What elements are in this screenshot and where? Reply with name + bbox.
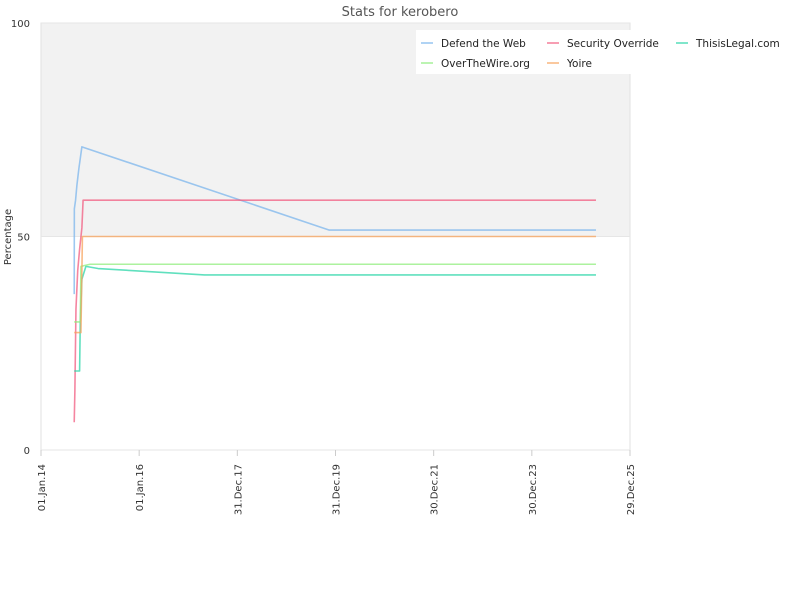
x-tick-labels: 01.Jan.14 01.Jan.16 31.Dec.17 31.Dec.19 30.D…	[37, 450, 637, 515]
x-tick-label: 30.Dec.23	[528, 464, 539, 515]
x-tick-label: 31.Dec.17	[233, 464, 244, 515]
y-axis-label: Percentage	[3, 209, 14, 265]
series-line	[74, 265, 596, 372]
series-line	[74, 263, 596, 323]
y-tick-label: 100	[11, 19, 30, 30]
y-tick-labels: 0 50 100	[11, 19, 30, 457]
x-tick-label: 01.Jan.14	[37, 464, 48, 511]
x-tick-label: 30.Dec.21	[430, 464, 441, 515]
legend-label: ThisisLegal.com	[695, 38, 780, 50]
legend-label: Yoire	[566, 58, 592, 70]
series-line	[73, 199, 596, 423]
y-tick-label: 50	[17, 233, 30, 244]
legend-label: Defend the Web	[441, 38, 526, 50]
x-tick-label: 31.Dec.19	[332, 464, 343, 515]
legend-box	[416, 30, 790, 74]
x-tick-label: 01.Jan.16	[135, 464, 146, 511]
chart-title: Stats for kerobero	[342, 5, 459, 20]
series-line	[73, 146, 596, 295]
legend-label: OverTheWire.org	[441, 58, 530, 70]
legend: Defend the Web Security Override ThisisLeg…	[416, 30, 790, 74]
legend-label: Security Override	[567, 38, 659, 50]
x-tick-label: 29.Dec.25	[626, 464, 637, 515]
y-tick-label: 0	[24, 446, 30, 457]
series-layer	[73, 146, 596, 423]
series-line	[74, 235, 596, 334]
